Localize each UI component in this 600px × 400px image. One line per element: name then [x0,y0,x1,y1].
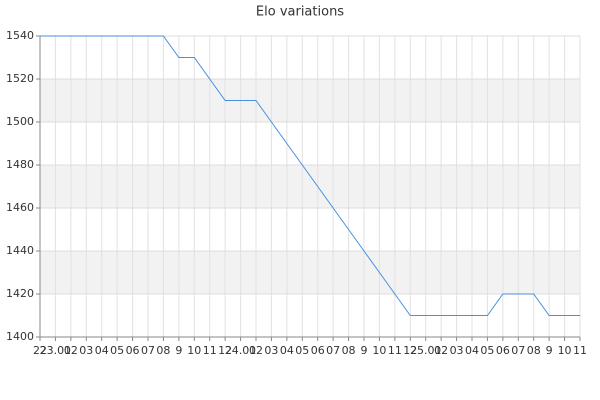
x-tick-label: 07 [326,344,340,357]
chart-title: Elo variations [256,5,344,20]
x-tick-label: 02 [64,344,78,357]
x-tick-label: 23.01 [40,344,72,357]
x-tick-label: 02 [434,344,448,357]
x-tick-label: 11 [388,344,402,357]
x-tick-label: 02 [249,344,263,357]
x-tick-label: 08 [527,344,541,357]
grid-band [40,251,580,294]
x-tick-label: 9 [175,344,182,357]
x-tick-label: 07 [511,344,525,357]
x-tick-label: 12 [403,344,417,357]
x-tick-label: 06 [311,344,325,357]
x-tick-label: 05 [110,344,124,357]
y-tick-label: 1420 [6,287,34,300]
y-tick-label: 1500 [6,115,34,128]
y-tick-label: 1540 [6,29,34,42]
x-tick-label: 10 [372,344,386,357]
x-tick-label: 04 [95,344,109,357]
x-tick-label: 04 [280,344,294,357]
x-tick-label: 12 [218,344,232,357]
x-tick-label: 10 [187,344,201,357]
x-tick-label: 05 [295,344,309,357]
x-tick-label: 04 [465,344,479,357]
x-tick-label: 03 [264,344,278,357]
line [40,35,580,316]
y-tick-label: 1520 [6,72,34,85]
x-tick-label: 08 [156,344,170,357]
x-tick-label: 24.01 [225,344,257,357]
x-tick-label: 9 [361,344,368,357]
x-tick-label: 08 [342,344,356,357]
x-tick-label: 10 [558,344,572,357]
x-tick-label: 06 [496,344,510,357]
x-tick-label: 03 [79,344,93,357]
x-tick-label: 9 [546,344,553,357]
x-tick-label: 22 [33,344,47,357]
x-tick-label: 07 [141,344,155,357]
y-tick-label: 1440 [6,244,34,257]
x-tick-label: 25.01 [410,344,442,357]
y-tick-label: 1400 [6,330,34,343]
y-tick-label: 1460 [6,201,34,214]
x-tick-label: 11 [203,344,217,357]
x-tick-label: 03 [450,344,464,357]
grid-band [40,79,580,122]
y-tick-label: 1480 [6,158,34,171]
x-tick-label: 05 [480,344,494,357]
grid-band [40,165,580,208]
x-tick-label: 11 [573,344,587,357]
x-tick-label: 06 [126,344,140,357]
